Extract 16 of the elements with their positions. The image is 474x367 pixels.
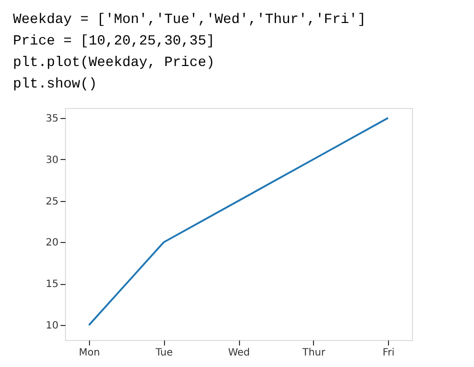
y-tick-label: 15 (46, 279, 58, 290)
y-tick-label: 35 (46, 113, 58, 124)
text: Weekday = ['Mon','Tue','Wed','Thur','Fri'] (13, 12, 366, 28)
text: Price = [10,20,25,30,35] (13, 34, 215, 50)
text: plt.show() (13, 76, 98, 92)
y-tick-label: 30 (46, 154, 58, 166)
x-tick-label: Thur (301, 348, 326, 358)
x-tick-label: Tue (154, 348, 173, 358)
x-tick-label: Fri (382, 348, 395, 358)
x-tick-label: Wed (228, 348, 250, 358)
y-tick-label: 25 (46, 196, 58, 208)
x-tick-label: Mon (78, 348, 100, 358)
y-tick-label: 10 (46, 320, 58, 332)
text: plt.plot(Weekday, Price) (13, 55, 215, 71)
line-series (88, 117, 389, 326)
y-tick-label: 20 (46, 238, 58, 249)
